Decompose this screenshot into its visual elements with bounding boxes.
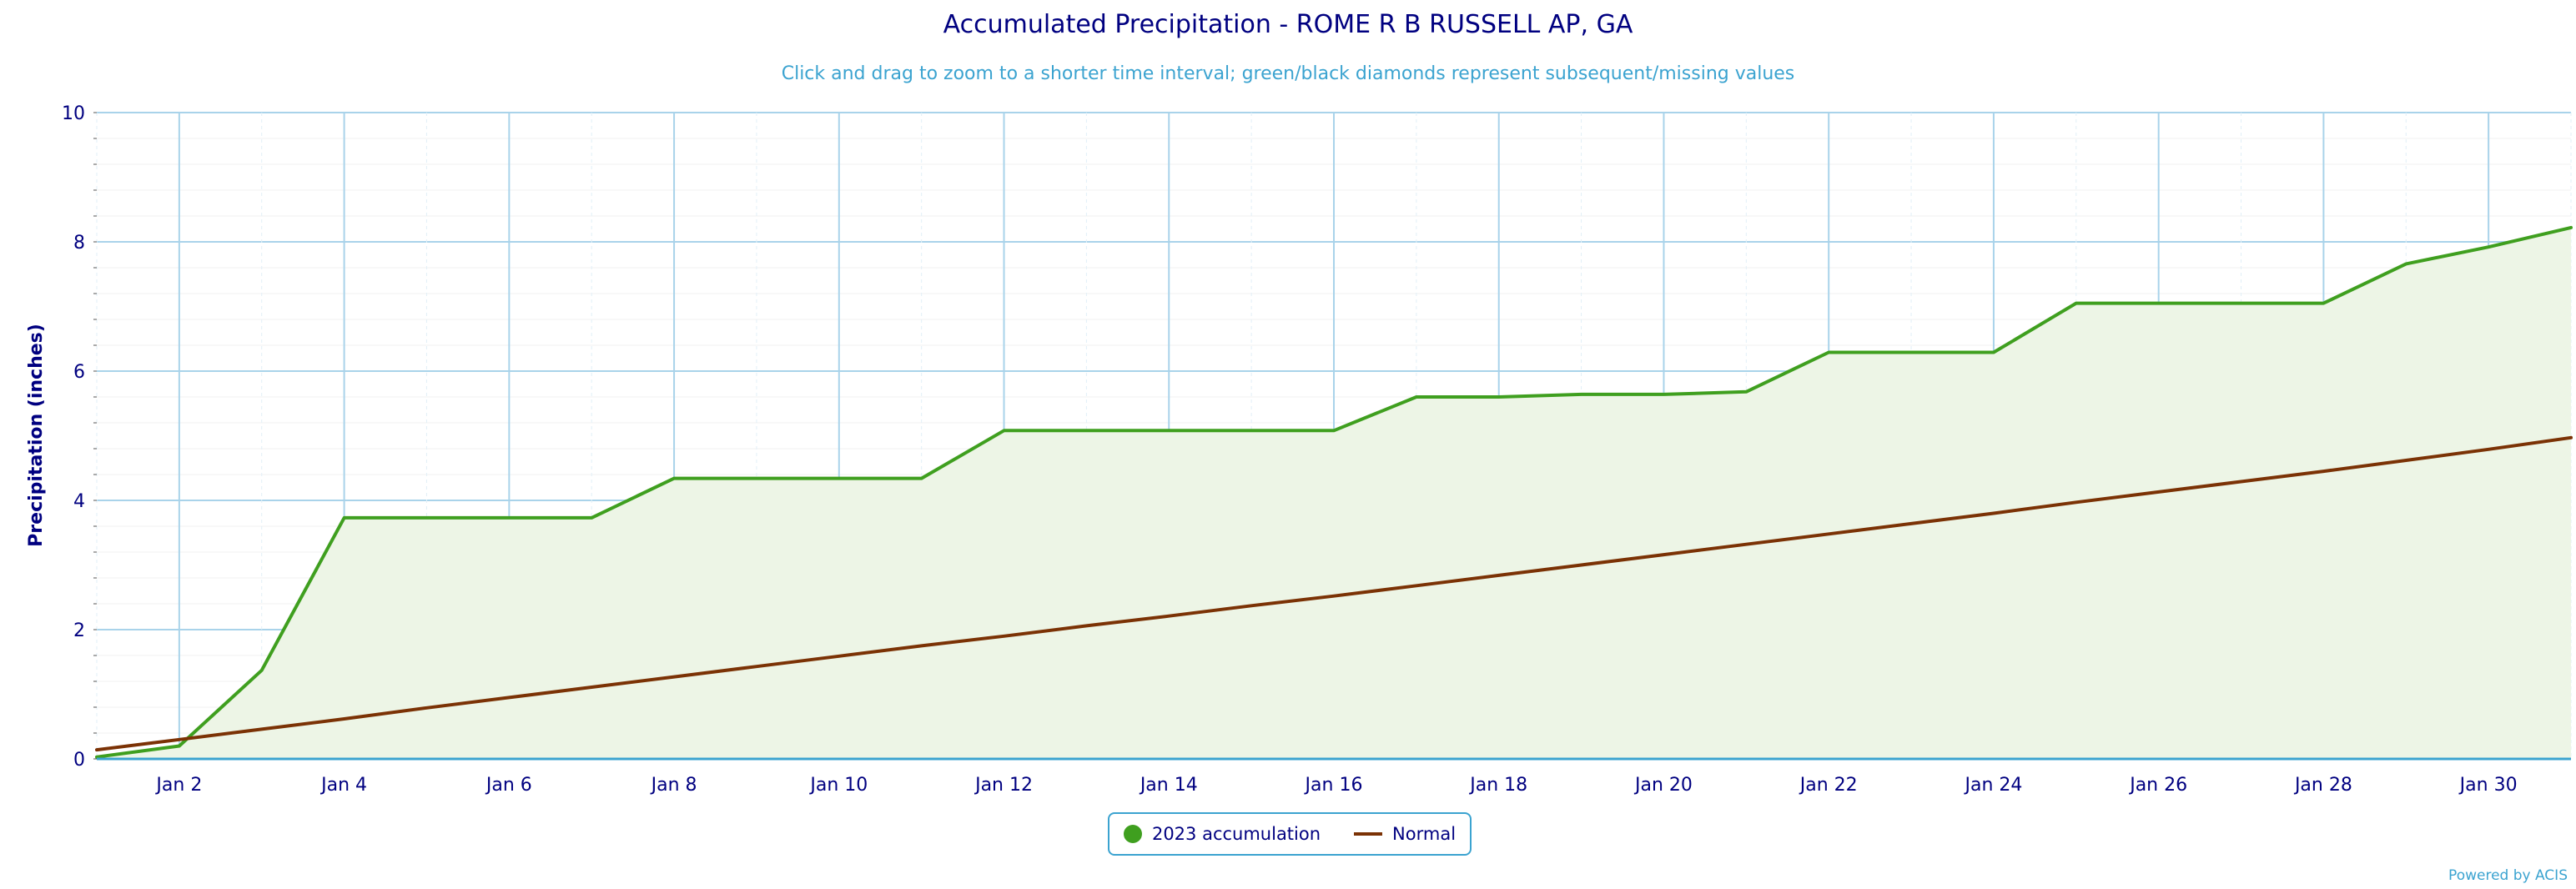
y-tick-label: 0 — [73, 750, 85, 771]
x-tick-label: Jan 28 — [2293, 775, 2352, 796]
x-tick-label: Jan 14 — [1139, 775, 1198, 796]
x-tick-label: Jan 2 — [154, 775, 202, 796]
legend-item-accumulation[interactable]: 2023 accumulation — [1123, 824, 1321, 844]
x-tick-label: Jan 18 — [1468, 775, 1527, 796]
series-area-fill-accumulation — [97, 227, 2571, 759]
axes: 0 2 4 6 8 10 Jan 2 Jan 4 Jan 6 Jan 8 Jan 10 Jan 12 J… — [62, 103, 2571, 796]
legend-label-accumulation: 2023 accumulation — [1151, 824, 1321, 844]
x-tick-label: Jan 12 — [974, 775, 1033, 796]
legend: 2023 accumulation Normal — [1108, 812, 1472, 856]
legend-label-normal: Normal — [1392, 824, 1457, 844]
x-tick-label: Jan 22 — [1799, 775, 1858, 796]
y-tick-label: 8 — [73, 233, 85, 254]
x-tick-label: Jan 6 — [485, 775, 532, 796]
y-tick-label: 2 — [73, 620, 85, 641]
series-area — [97, 227, 2571, 759]
x-tick-label: Jan 20 — [1633, 775, 1693, 796]
series-line-normal — [95, 435, 2573, 752]
y-tick-label: 6 — [73, 362, 85, 383]
x-tick-label: Jan 26 — [2128, 775, 2187, 796]
legend-item-normal[interactable]: Normal — [1354, 824, 1456, 844]
chart-subtitle: Click and drag to zoom to a shorter time… — [781, 63, 1795, 84]
x-tick-label: Jan 10 — [808, 775, 868, 796]
y-tick-label: 4 — [73, 491, 85, 512]
chart-title: Accumulated Precipitation - ROME R B RUS… — [943, 10, 1633, 39]
x-tick-label: Jan 16 — [1304, 775, 1363, 796]
x-tick-label: Jan 24 — [1963, 775, 2022, 796]
series-line-accumulation — [95, 225, 2573, 759]
y-axis-title: Precipitation (inches) — [26, 324, 47, 547]
legend-line-icon — [1354, 832, 1383, 836]
legend-dot-icon — [1123, 825, 1142, 843]
x-tick-label: Jan 30 — [2458, 775, 2518, 796]
x-tick-label: Jan 4 — [319, 775, 367, 796]
powered-by-credit[interactable]: Powered by ACIS — [2448, 867, 2568, 884]
series-lines — [95, 225, 2573, 759]
x-tick-label: Jan 8 — [650, 775, 697, 796]
y-tick-label: 10 — [62, 103, 85, 124]
